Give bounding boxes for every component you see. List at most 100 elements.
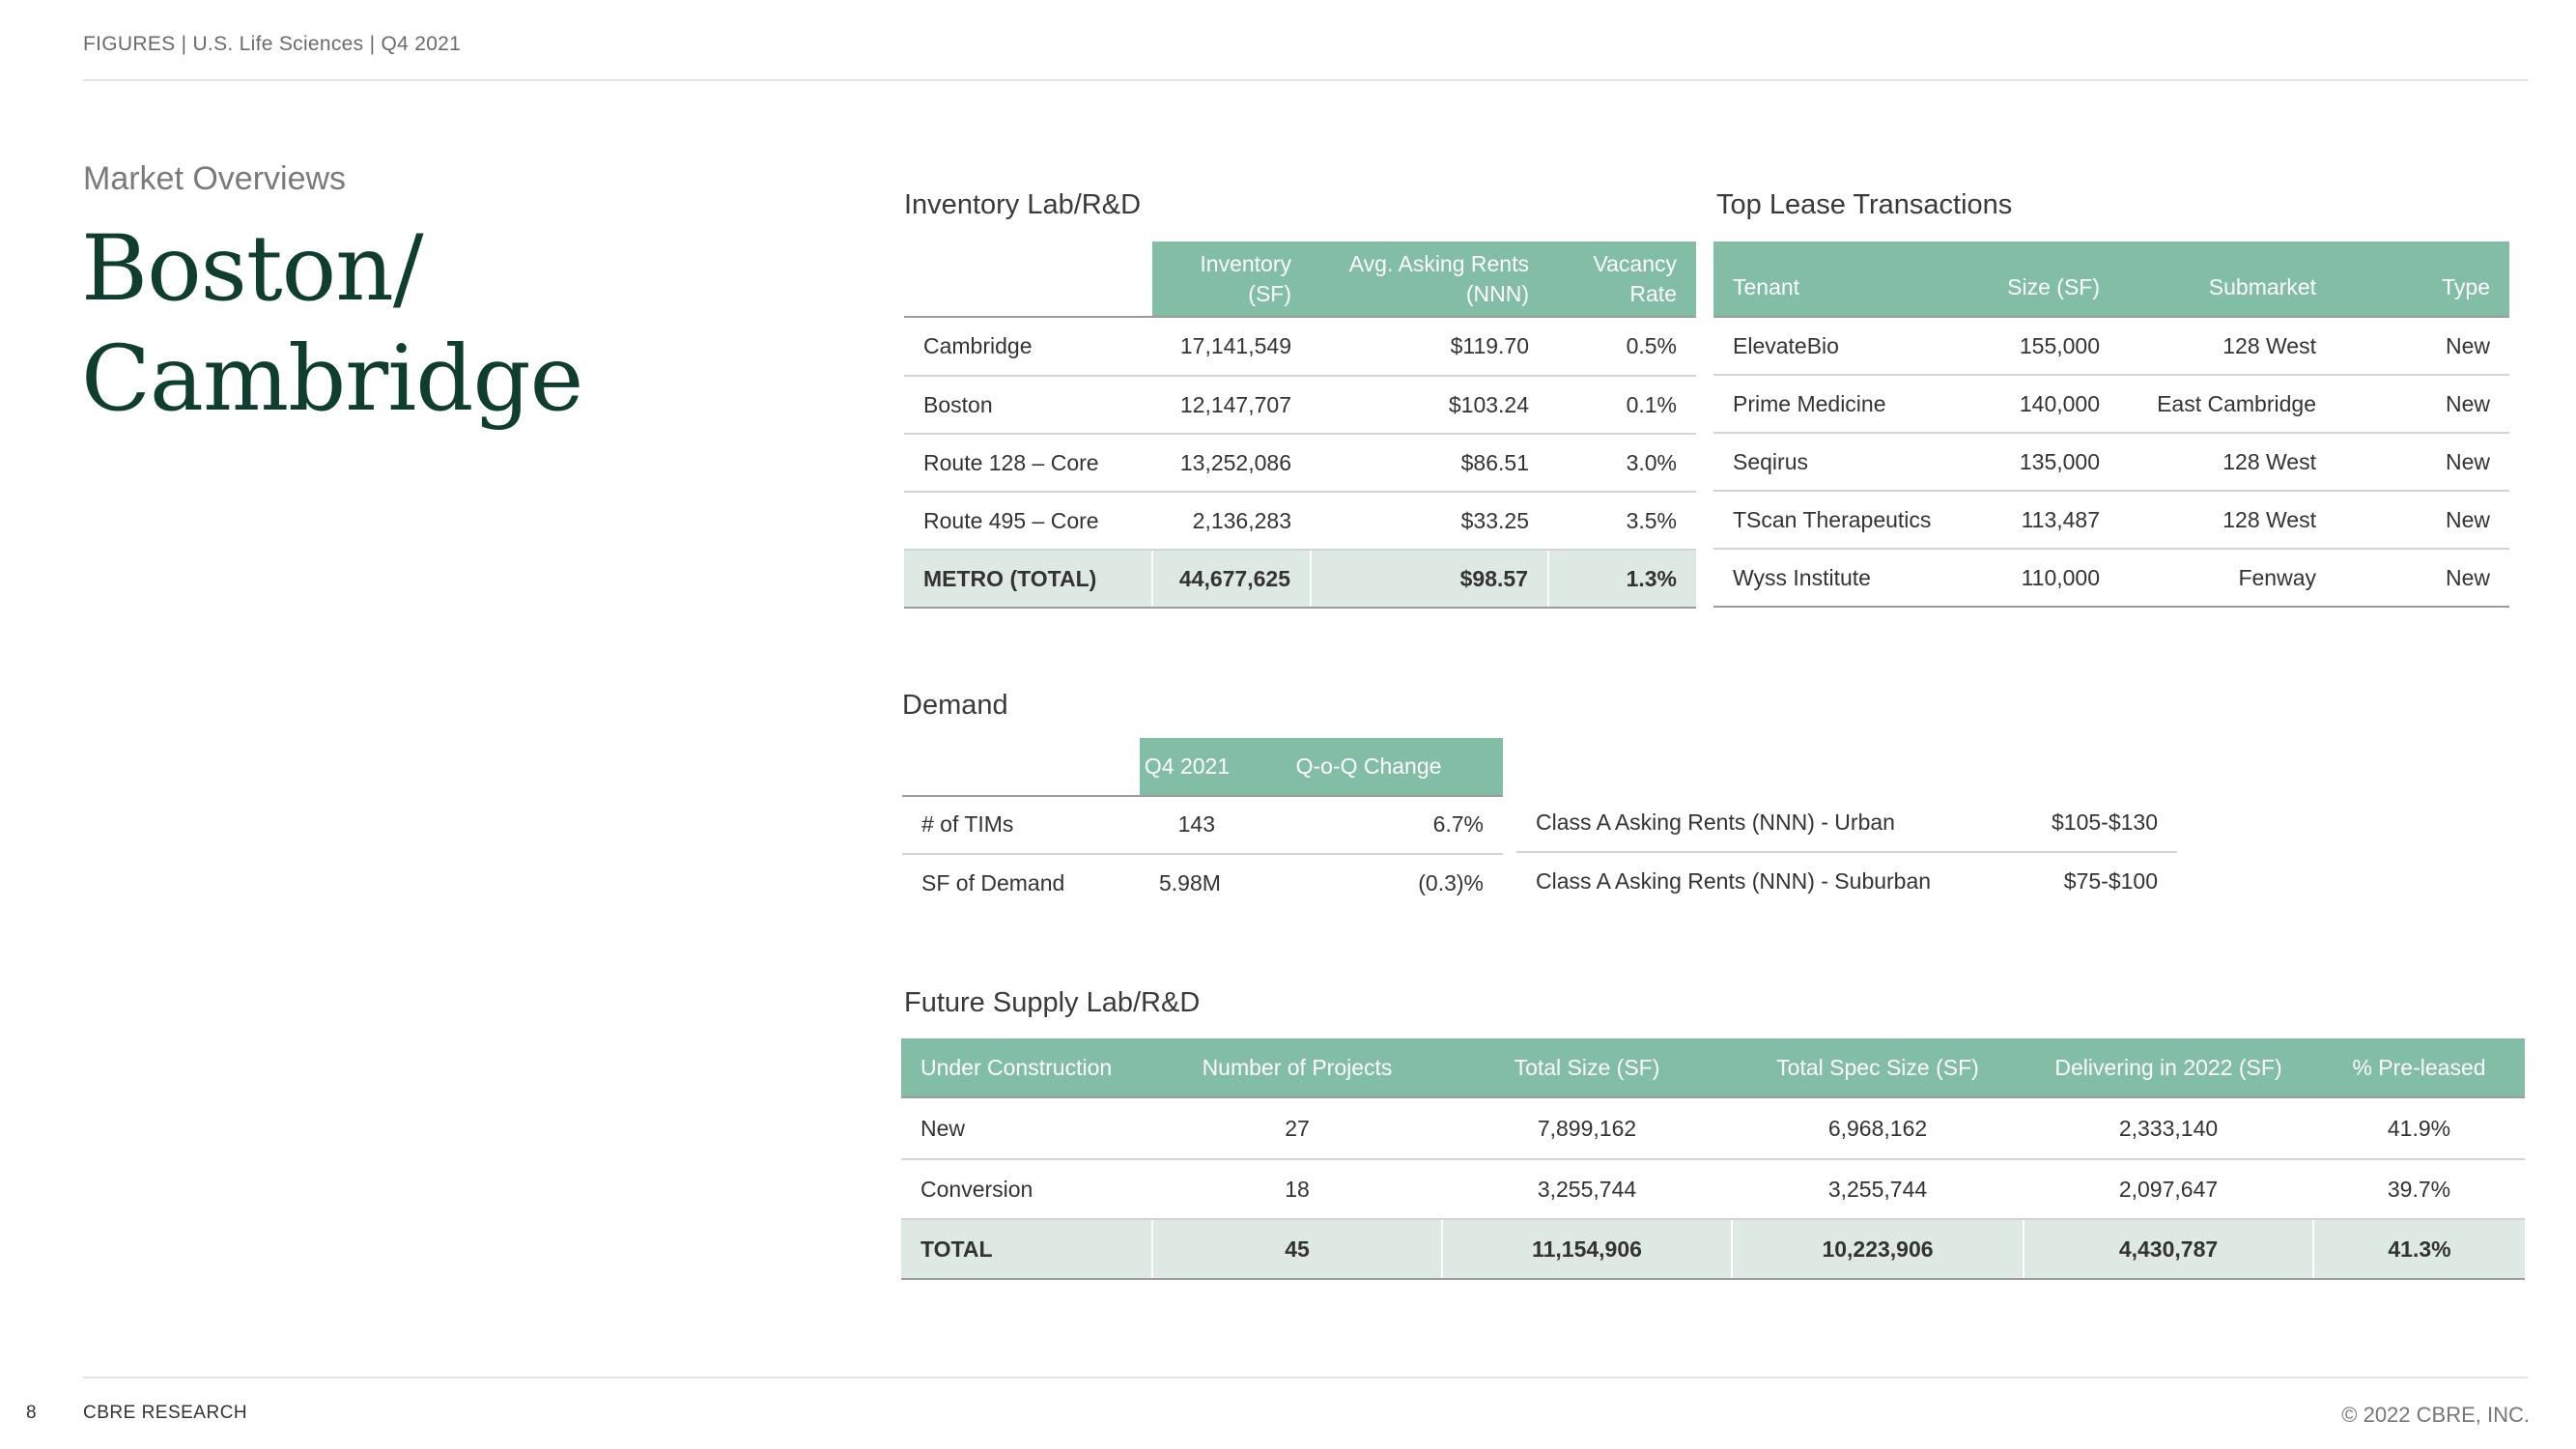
leases-title: Top Lease Transactions [1716, 189, 2013, 220]
demand-body-table: # of TIMs 143 6.7% SF of Demand 5.98M (0… [902, 796, 1503, 912]
inventory-title: Inventory Lab/R&D [904, 189, 1142, 220]
leases-header-size: Size (SF) [1974, 242, 2119, 318]
leases-cell: 140,000 [1974, 375, 2119, 434]
page-title-line2: Cambridge [81, 327, 583, 432]
supply-cell: 2,333,140 [2024, 1097, 2313, 1160]
rents-table: Class A Asking Rents (NNN) - Urban $105-… [1516, 794, 2177, 910]
supply-total-cell: 4,430,787 [2023, 1218, 2313, 1280]
inventory-table: Inventory (SF) Avg. Asking Rents (NNN) V… [904, 242, 1696, 609]
supply-cell: 2,097,647 [2024, 1159, 2313, 1220]
table-row: Class A Asking Rents (NNN) - Suburban $7… [1516, 852, 2177, 910]
rents-cell: $75-$100 [2063, 868, 2158, 894]
inventory-cell: $119.70 [1311, 317, 1548, 377]
leases-cell: ElevateBio [1713, 317, 1974, 376]
demand-header-change: Q-o-Q Change [1234, 738, 1504, 797]
inventory-cell: 17,141,549 [1152, 317, 1311, 377]
supply-table: Under Construction Number of Projects To… [901, 1038, 2525, 1280]
demand-cell: SF of Demand [921, 870, 1065, 895]
header-breadcrumb: FIGURES | U.S. Life Sciences | Q4 2021 [83, 33, 462, 55]
demand-cell: 5.98M [1159, 870, 1221, 895]
inventory-cell: Cambridge [904, 317, 1152, 377]
leases-cell: New [2335, 375, 2509, 434]
supply-cell: 3,255,744 [1732, 1159, 2024, 1220]
supply-cell: 3,255,744 [1442, 1159, 1732, 1220]
demand-header-blank [902, 738, 1140, 797]
inventory-total-cell: 44,677,625 [1151, 549, 1311, 609]
table-row: Route 495 – Core 2,136,283 $33.25 3.5% [904, 492, 1696, 551]
supply-cell: 18 [1152, 1159, 1442, 1220]
footer-copyright: © 2022 CBRE, INC. [2341, 1403, 2530, 1427]
inventory-cell: Route 495 – Core [904, 492, 1152, 551]
leases-cell: 128 West [2119, 433, 2335, 492]
inventory-cell: 3.5% [1548, 492, 1696, 551]
supply-total-cell: 45 [1151, 1218, 1442, 1280]
leases-header-type: Type [2335, 242, 2509, 318]
supply-total-cell: 41.3% [2312, 1218, 2525, 1280]
leases-cell: TScan Therapeutics [1713, 491, 1974, 550]
leases-cell: 110,000 [1974, 549, 2119, 608]
inventory-total-cell: $98.57 [1310, 549, 1548, 609]
demand-table: Q4 2021 Q-o-Q Change [902, 738, 1504, 797]
page-number: 8 [26, 1403, 37, 1423]
supply-cell: 39.7% [2313, 1159, 2525, 1220]
supply-header-cell: Total Size (SF) [1442, 1038, 1732, 1098]
supply-cell: New [901, 1097, 1152, 1160]
inventory-cell: Boston [904, 376, 1152, 435]
supply-header-cell: Number of Projects [1152, 1038, 1442, 1098]
leases-cell: 128 West [2119, 317, 2335, 376]
table-row: Class A Asking Rents (NNN) - Urban $105-… [1516, 794, 2177, 853]
demand-cell: # of TIMs [902, 796, 1140, 855]
table-row: Boston 12,147,707 $103.24 0.1% [904, 376, 1696, 435]
table-row: Prime Medicine 140,000 East Cambridge Ne… [1713, 375, 2509, 434]
table-row: Cambridge 17,141,549 $119.70 0.5% [904, 317, 1696, 377]
rents-cell: Class A Asking Rents (NNN) - Suburban [1536, 868, 1932, 894]
supply-total-row: TOTAL 45 11,154,906 10,223,906 4,430,787… [901, 1218, 2525, 1280]
leases-cell: New [2335, 491, 2509, 550]
inventory-cell: $86.51 [1311, 434, 1548, 493]
leases-cell: 128 West [2119, 491, 2335, 550]
demand-title: Demand [902, 690, 1008, 721]
supply-cell: 27 [1152, 1097, 1442, 1160]
table-row: ElevateBio 155,000 128 West New [1713, 317, 2509, 376]
inventory-total-row: METRO (TOTAL) 44,677,625 $98.57 1.3% [904, 549, 1696, 609]
inventory-header-vacancy: Vacancy Rate [1548, 242, 1696, 318]
leases-cell: 113,487 [1974, 491, 2119, 550]
demand-header-row: Q4 2021 Q-o-Q Change [902, 738, 1504, 797]
inventory-cell: 13,252,086 [1152, 434, 1311, 493]
leases-header-submarket: Submarket [2119, 242, 2335, 318]
inventory-cell: 0.5% [1548, 317, 1696, 377]
supply-cell: 41.9% [2313, 1097, 2525, 1160]
inventory-header-row: Inventory (SF) Avg. Asking Rents (NNN) V… [904, 242, 1696, 318]
rents-cell: Class A Asking Rents (NNN) - Urban [1516, 794, 1999, 853]
page-title: Boston/ Cambridge [81, 214, 583, 435]
section-kicker: Market Overviews [83, 160, 347, 197]
inventory-cell: Route 128 – Core [904, 434, 1152, 493]
leases-cell: Seqirus [1713, 433, 1974, 492]
leases-cell: 135,000 [1974, 433, 2119, 492]
inventory-cell: 3.0% [1548, 434, 1696, 493]
inventory-cell: $103.24 [1311, 376, 1548, 435]
table-row: New 27 7,899,162 6,968,162 2,333,140 41.… [901, 1097, 2525, 1160]
table-row: Seqirus 135,000 128 West New [1713, 433, 2509, 492]
table-row: Conversion 18 3,255,744 3,255,744 2,097,… [901, 1159, 2525, 1220]
footer-divider [83, 1377, 2528, 1378]
demand-header-quarter: Q4 2021 [1140, 738, 1234, 797]
leases-cell: New [2335, 433, 2509, 492]
inventory-cell: 0.1% [1548, 376, 1696, 435]
leases-cell: Wyss Institute [1713, 549, 1974, 608]
inventory-cell: $33.25 [1311, 492, 1548, 551]
leases-cell: New [2335, 317, 2509, 376]
table-row: Wyss Institute 110,000 Fenway New [1713, 549, 2509, 608]
supply-total-cell: TOTAL [901, 1218, 1152, 1280]
inventory-cell: 12,147,707 [1152, 376, 1311, 435]
rents-cell: $105-$130 [1999, 794, 2177, 853]
supply-header-row: Under Construction Number of Projects To… [901, 1038, 2525, 1098]
supply-cell: 7,899,162 [1442, 1097, 1732, 1160]
inventory-header-rents: Avg. Asking Rents (NNN) [1311, 242, 1548, 318]
supply-total-cell: 11,154,906 [1441, 1218, 1732, 1280]
supply-header-cell: Under Construction [901, 1038, 1152, 1098]
leases-table: Tenant Size (SF) Submarket Type ElevateB… [1713, 242, 2509, 608]
leases-cell: New [2335, 549, 2509, 608]
supply-cell: Conversion [901, 1159, 1152, 1220]
supply-header-cell: Total Spec Size (SF) [1732, 1038, 2024, 1098]
